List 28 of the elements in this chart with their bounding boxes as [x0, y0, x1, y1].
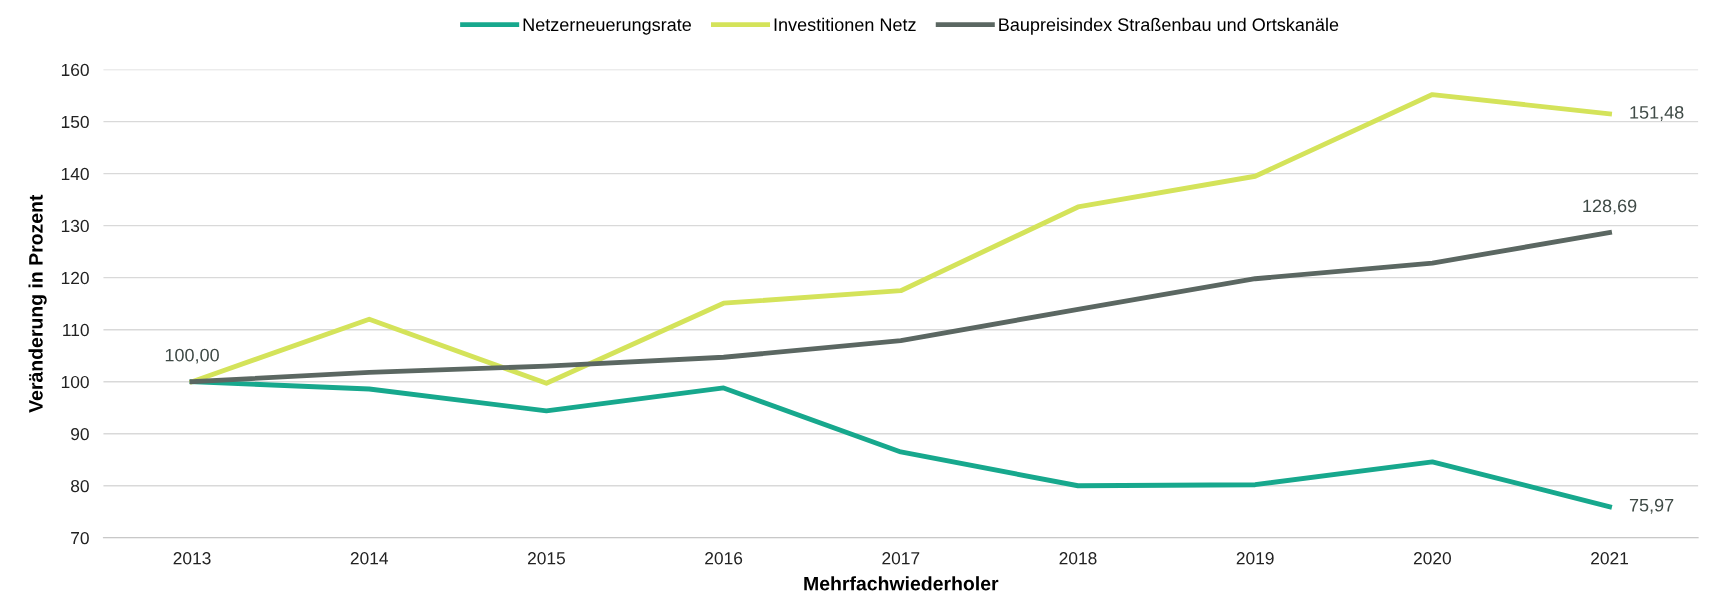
x-tick-label: 2016 [705, 552, 743, 565]
y-tick-label: 90 [71, 427, 89, 441]
legend-label: Netzerneuerungsrate [523, 18, 691, 35]
data-label: 128,69 [1583, 199, 1637, 215]
y-tick-label: 80 [71, 479, 89, 493]
x-tick-label: 2015 [527, 552, 565, 565]
data-label: 100,00 [165, 348, 219, 364]
legend-label: Baupreisindex Straßenbau und Ortskanäle [999, 17, 1339, 35]
x-tick-label: 2020 [1413, 552, 1451, 565]
x-tick-label: 2014 [350, 552, 389, 565]
y-axis-title: Veränderung in Prozent [28, 194, 47, 413]
x-tick-label: 2018 [1059, 552, 1097, 565]
data-label: 151,48 [1630, 105, 1684, 121]
x-tick-label: 2017 [882, 552, 920, 565]
y-tick-label: 160 [61, 63, 89, 77]
y-tick-label: 100 [61, 375, 89, 389]
x-tick-label: 2019 [1236, 552, 1274, 565]
legend-label: Investitionen Netz [774, 17, 916, 32]
y-tick-label: 150 [61, 115, 89, 129]
data-label: 75,97 [1629, 498, 1674, 514]
y-tick-label: 140 [61, 167, 89, 181]
x-axis-title: Mehrfachwiederholer [804, 576, 999, 591]
y-tick-label: 70 [71, 531, 89, 545]
y-tick-label: 110 [63, 323, 89, 337]
x-tick-label: 2013 [173, 552, 211, 565]
y-tick-label: 120 [61, 271, 89, 285]
y-tick-label: 130 [61, 219, 89, 233]
x-tick-label: 2021 [1591, 552, 1629, 565]
